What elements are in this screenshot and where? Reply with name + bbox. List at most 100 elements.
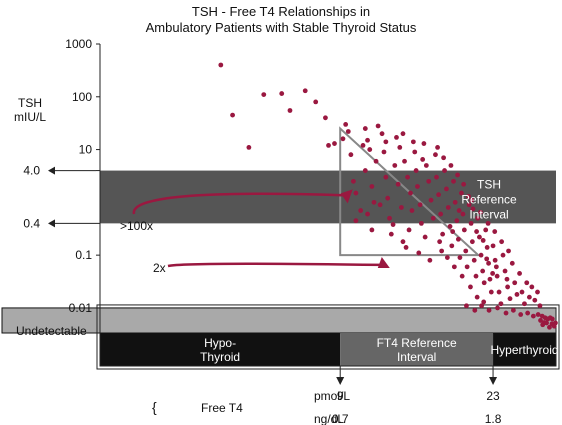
- data-point: [502, 268, 508, 274]
- annotation-label: 2x: [153, 261, 166, 275]
- x-unit-label: pmol/L: [314, 389, 350, 403]
- data-point: [420, 157, 426, 162]
- data-point: [480, 238, 486, 243]
- data-point: [473, 273, 479, 279]
- y-axis-label-line-2: mIU/L: [14, 110, 47, 124]
- data-point: [345, 129, 351, 134]
- data-point: [313, 99, 319, 105]
- annotation-arrow: [167, 262, 385, 268]
- data-point: [535, 289, 540, 295]
- data-point: [492, 257, 498, 263]
- data-point: [469, 239, 475, 245]
- data-point: [541, 320, 547, 325]
- data-point: [343, 121, 349, 127]
- data-point: [466, 202, 472, 208]
- data-point: [461, 181, 467, 187]
- data-point: [367, 147, 373, 152]
- undetectable-label: Undetectable: [16, 324, 87, 338]
- y-tick-label: 10: [79, 143, 93, 157]
- data-point: [529, 284, 535, 290]
- data-point: [436, 192, 442, 198]
- data-point: [383, 139, 389, 145]
- data-point: [490, 243, 496, 249]
- data-point: [395, 181, 401, 187]
- x-tick-label: 23: [486, 389, 500, 403]
- data-point: [358, 208, 364, 213]
- frame-outer: [96, 304, 560, 370]
- data-point: [379, 131, 385, 137]
- y-tick-label: 0.01: [69, 301, 93, 315]
- data-point: [377, 202, 383, 208]
- data-point: [459, 273, 465, 279]
- data-point: [484, 245, 490, 250]
- data-point: [514, 292, 520, 297]
- y-arrow-head: [48, 166, 55, 175]
- data-point: [398, 205, 404, 210]
- labels-layer: TSHReferenceIntervalUndetectableHypo-Thy…: [16, 37, 559, 425]
- data-point: [438, 211, 444, 217]
- data-point: [365, 137, 370, 143]
- data-point: [525, 310, 531, 316]
- data-point: [326, 142, 331, 148]
- x-brace: {: [152, 399, 157, 415]
- data-point: [387, 215, 392, 221]
- data-point: [433, 152, 438, 158]
- data-point: [503, 310, 509, 316]
- x-tick-arrow-head: [489, 377, 498, 385]
- data-point: [496, 289, 502, 295]
- y-tick-label: 0.4: [23, 216, 40, 230]
- x-tick-arrow-head: [336, 377, 345, 385]
- x-tick-alt-label: 0.7: [332, 412, 349, 425]
- data-point: [440, 231, 446, 237]
- data-point: [418, 220, 424, 226]
- data-point: [417, 202, 423, 208]
- data-point: [261, 92, 267, 98]
- frame-layer: [48, 43, 560, 385]
- y-tick-label: 1000: [65, 37, 92, 51]
- data-point: [486, 307, 492, 313]
- data-point: [455, 236, 461, 242]
- data-point: [504, 276, 510, 282]
- data-point: [362, 126, 368, 131]
- data-point: [535, 312, 541, 317]
- data-point: [410, 139, 416, 145]
- data-point: [478, 209, 483, 215]
- data-point: [383, 174, 389, 180]
- data-point: [430, 215, 436, 221]
- data-point: [427, 257, 433, 263]
- data-point: [412, 149, 418, 155]
- data-point: [464, 303, 469, 309]
- annotation-arrow-head: [377, 256, 390, 268]
- data-point: [480, 268, 486, 274]
- data-point: [499, 239, 505, 245]
- data-point: [454, 218, 460, 224]
- data-point: [451, 178, 456, 184]
- data-point: [423, 163, 429, 168]
- data-point: [488, 289, 494, 295]
- data-point: [483, 227, 489, 233]
- data-point: [457, 255, 463, 260]
- data-point: [459, 190, 464, 196]
- data-point: [408, 190, 413, 196]
- data-point: [524, 280, 530, 286]
- x-tick-alt-label: 1.8: [485, 412, 502, 425]
- data-point: [526, 294, 532, 300]
- data-point: [442, 168, 447, 173]
- data-point: [416, 250, 422, 256]
- data-point: [478, 252, 484, 258]
- data-point: [481, 299, 487, 305]
- data-point: [553, 320, 558, 326]
- data-point: [421, 141, 427, 146]
- x-band: [340, 333, 494, 366]
- x-band: [493, 333, 556, 366]
- data-point: [461, 227, 467, 233]
- x-band-label: Thyroid: [200, 350, 240, 364]
- data-point: [441, 155, 446, 161]
- data-point: [348, 152, 354, 158]
- data-point: [466, 193, 471, 199]
- data-point: [468, 284, 473, 290]
- data-point: [415, 184, 420, 189]
- data-point: [506, 248, 511, 254]
- data-point: [390, 222, 396, 227]
- data-point: [360, 142, 366, 148]
